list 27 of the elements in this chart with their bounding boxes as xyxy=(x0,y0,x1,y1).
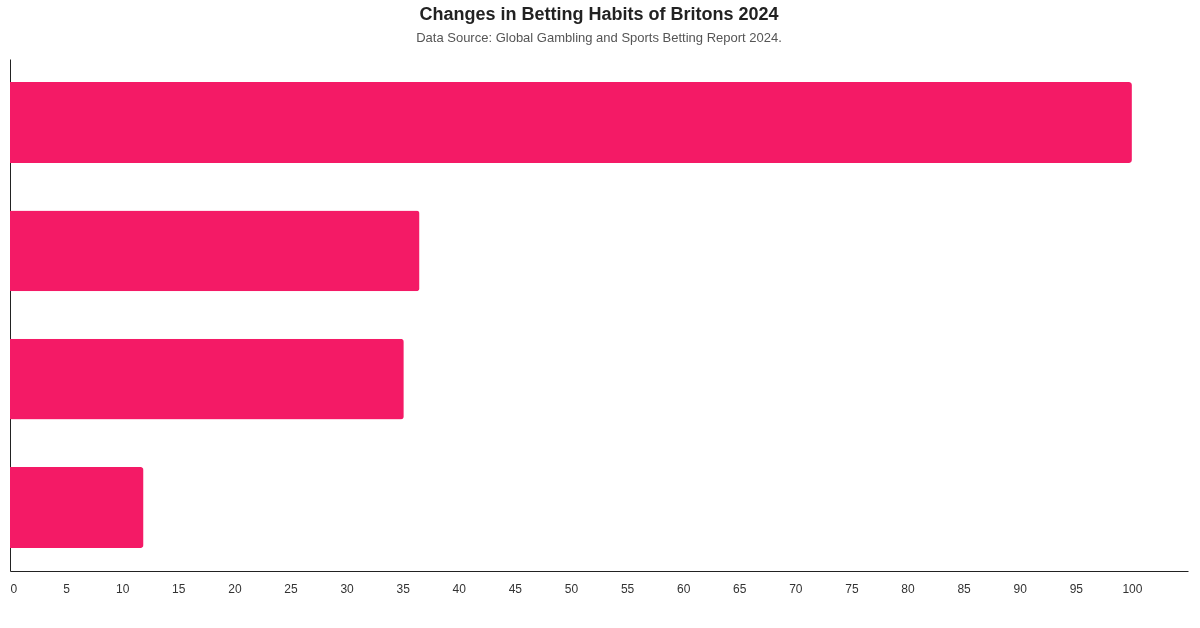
x-tick-label: 85 xyxy=(957,581,972,596)
chart-title: Changes in Betting Habits of Britons 2024 xyxy=(419,4,779,24)
x-tick-label: 80 xyxy=(901,581,916,596)
bar xyxy=(10,82,1132,163)
x-tick-label: 95 xyxy=(1069,581,1084,596)
x-tick-label: 5 xyxy=(63,581,71,596)
x-tick-label: 0 xyxy=(10,581,18,596)
x-tick-label: 65 xyxy=(733,581,747,596)
x-tick-label: 75 xyxy=(845,581,859,596)
chart-subtitle: Data Source: Global Gambling and Sports Betting Report 2024. xyxy=(416,30,782,45)
x-tick-label: 10 xyxy=(116,581,130,596)
x-tick-label: 45 xyxy=(508,581,523,596)
x-tick-label: 40 xyxy=(452,581,467,596)
bar xyxy=(10,338,404,420)
x-tick-label: 50 xyxy=(564,581,579,596)
x-tick-label: 90 xyxy=(1013,581,1028,596)
x-tick-label: 55 xyxy=(620,581,635,596)
bar xyxy=(10,210,420,292)
x-tick-label: 30 xyxy=(340,581,355,596)
x-tick-label: 60 xyxy=(676,581,691,596)
bar xyxy=(10,467,144,548)
x-tick-label: 70 xyxy=(789,581,803,596)
x-tick-label: 100 xyxy=(1122,581,1143,596)
x-tick-label: 20 xyxy=(228,581,242,596)
x-tick-label: 15 xyxy=(172,581,186,596)
x-tick-label: 35 xyxy=(396,581,411,596)
x-tick-label: 25 xyxy=(284,581,298,596)
